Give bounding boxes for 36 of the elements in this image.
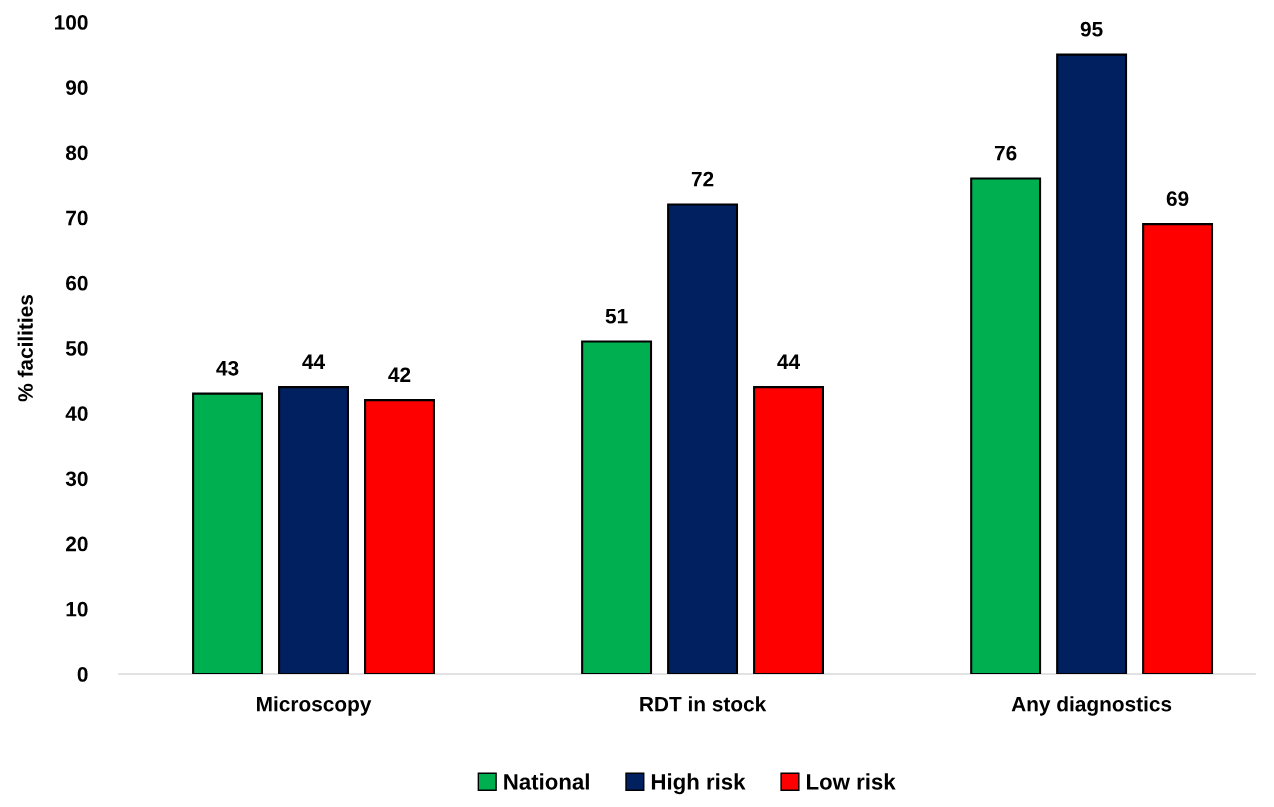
y-tick-label: 20 (66, 536, 88, 552)
y-tick-label: 30 (65, 471, 88, 487)
data-label: 72 (691, 171, 714, 187)
y-tick-label: 90 (66, 80, 88, 95)
bar (970, 177, 1042, 674)
data-label: 43 (216, 360, 239, 376)
data-label: 42 (388, 367, 411, 382)
data-label: 51 (605, 308, 628, 324)
bar (364, 399, 435, 674)
data-label: 95 (1080, 21, 1103, 37)
y-tick-label: 80 (65, 145, 88, 161)
bar (753, 386, 825, 674)
y-tick-label: 100 (55, 15, 88, 30)
x-tick-label: Any diagnostics (1011, 696, 1172, 716)
y-axis-title: % facilities (17, 295, 33, 402)
bar (278, 386, 349, 674)
x-tick-label: RDT in stock (640, 696, 767, 712)
legend-label: National (504, 773, 589, 790)
y-tick-label: 70 (66, 210, 88, 226)
y-tick-label: 50 (65, 341, 88, 356)
legend-label: High risk (651, 773, 746, 795)
y-tick-label: 0 (77, 667, 88, 682)
data-label: 76 (994, 145, 1017, 161)
y-tick-label: 40 (65, 406, 88, 421)
y-tick-label: 60 (66, 275, 88, 291)
bar (1056, 53, 1128, 674)
bar (1142, 223, 1214, 674)
y-tick-label: 10 (66, 601, 88, 617)
bar (192, 392, 264, 674)
data-label: 44 (302, 354, 325, 369)
bar (581, 340, 653, 674)
bar (667, 203, 739, 674)
data-label: 69 (1166, 191, 1189, 207)
x-tick-label: Microscopy (257, 696, 372, 716)
legend-label: Low risk (807, 773, 896, 790)
data-label: 44 (777, 354, 801, 369)
